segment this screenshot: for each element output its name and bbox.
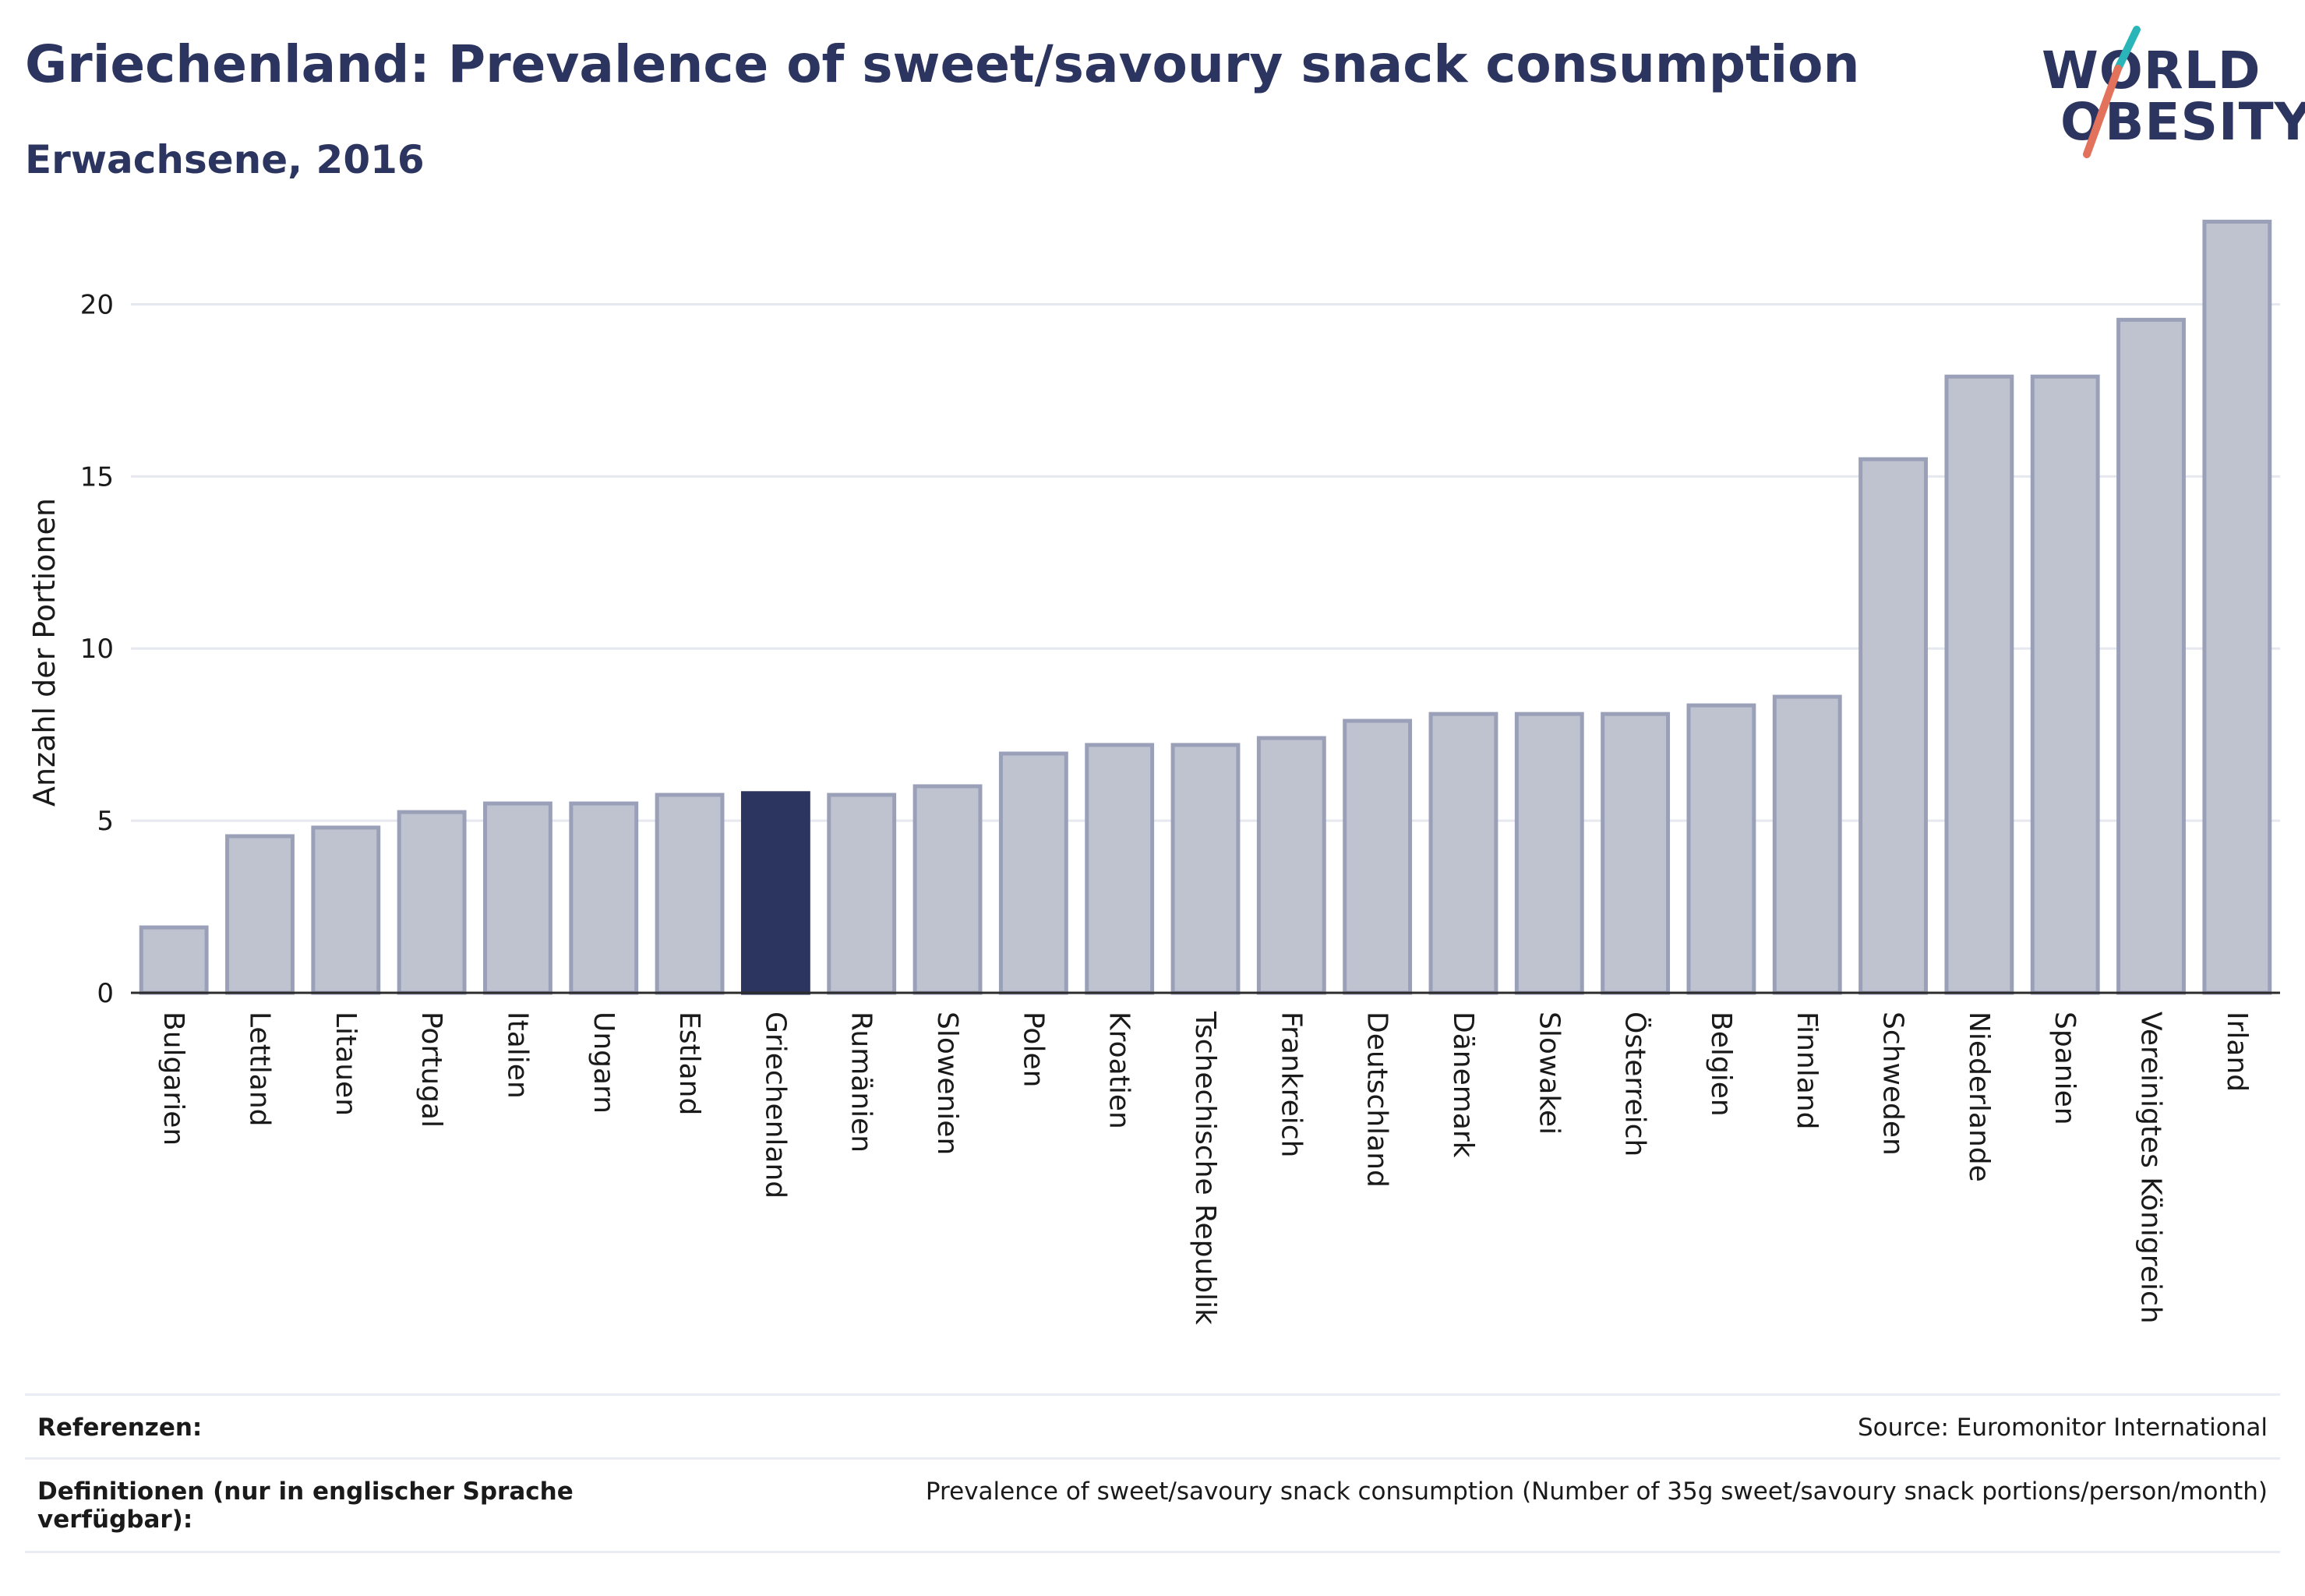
references-row: Referenzen: Source: Euromonitor Internat… [25, 1414, 2280, 1460]
x-tick-label: Österreich [1619, 1012, 1652, 1156]
x-tick-label: Griechenland [759, 1012, 791, 1199]
x-tick-label: Estland [673, 1012, 705, 1115]
footer-divider-top [25, 1393, 2280, 1396]
bar [569, 801, 639, 995]
bar [311, 825, 381, 995]
bar [1343, 719, 1413, 995]
logo-text-line1: WORLD [2042, 41, 2261, 101]
x-tick-label: Tschechische Republik [1189, 1011, 1221, 1325]
bar [1686, 703, 1756, 995]
x-tick-label: Schweden [1877, 1012, 1909, 1156]
x-tick-label: Kroatien [1103, 1012, 1135, 1129]
y-axis-label: Anzahl der Portionen [27, 498, 62, 807]
x-tick-label: Lettland [243, 1012, 275, 1127]
bar [912, 784, 983, 995]
logo-slash-icon [2083, 26, 2141, 158]
x-tick-label: Finnland [1791, 1012, 1823, 1129]
footer-divider-middle [25, 1457, 2280, 1460]
definitions-row: Definitionen (nur in englischer Sprache … [25, 1478, 2280, 1548]
bar [1428, 711, 1498, 995]
x-tick-label: Niederlande [1963, 1012, 1995, 1182]
x-tick-label: Portugal [415, 1012, 447, 1128]
y-tick-label: 20 [80, 289, 114, 320]
x-tick-label: Vereinigtes Königreich [2135, 1012, 2167, 1324]
x-tick-label: Dänemark [1447, 1012, 1479, 1158]
bar [2116, 317, 2186, 995]
bar [1256, 736, 1326, 995]
chart-subtitle: Erwachsene, 2016 [25, 137, 425, 182]
x-tick-label: Slowenien [931, 1012, 963, 1155]
bar [827, 793, 897, 995]
bar [139, 925, 209, 995]
y-tick-label: 5 [97, 806, 114, 837]
x-tick-label: Polen [1017, 1012, 1049, 1087]
bar-chart: 0 5 10 15 20 Anzahl der Portionen Bulgarien Let… [27, 219, 2280, 1325]
chart-title: Griechenland: Prevalence of sweet/savour… [25, 34, 1860, 94]
bar [1514, 711, 1584, 995]
bar [2030, 374, 2100, 995]
bar [2202, 219, 2272, 995]
bar [1772, 694, 1842, 995]
x-tick-label: Spanien [2049, 1012, 2081, 1125]
y-tick-label: 15 [80, 461, 114, 493]
definitions-label: Definitionen (nur in englischer Sprache … [37, 1478, 574, 1534]
world-obesity-logo: WORLD OBESITY [2026, 23, 2305, 171]
x-tick-label: Litauen [330, 1012, 362, 1116]
bar-highlight [740, 791, 810, 995]
bar [483, 801, 552, 995]
bar [1601, 711, 1671, 995]
x-tick-label: Frankreich [1275, 1012, 1307, 1157]
definitions-value: Prevalence of sweet/savoury snack consum… [925, 1478, 2268, 1506]
bar [655, 793, 725, 995]
bar [1944, 374, 2014, 995]
x-tick-label: Deutschland [1361, 1012, 1393, 1188]
x-tick-label: Bulgarien [157, 1012, 189, 1146]
y-tick-label: 10 [80, 634, 114, 665]
bar [397, 810, 467, 995]
bar [998, 751, 1068, 995]
bar [1170, 743, 1241, 995]
bar [1858, 457, 1928, 995]
references-value: Source: Euromonitor International [1857, 1414, 2268, 1442]
x-tick-label: Slowakei [1533, 1012, 1565, 1135]
footer-divider-bottom [25, 1551, 2280, 1553]
bar [1085, 743, 1155, 995]
references-label: Referenzen: [37, 1414, 203, 1442]
x-tick-label: Irland [2221, 1012, 2253, 1092]
x-tick-label: Rumänien [845, 1012, 877, 1153]
x-tick-label: Ungarn [588, 1012, 619, 1114]
x-tick-label: Italien [501, 1012, 533, 1099]
y-tick-label: 0 [97, 978, 114, 1009]
bar [225, 834, 295, 995]
x-tick-label: Belgien [1705, 1012, 1737, 1117]
